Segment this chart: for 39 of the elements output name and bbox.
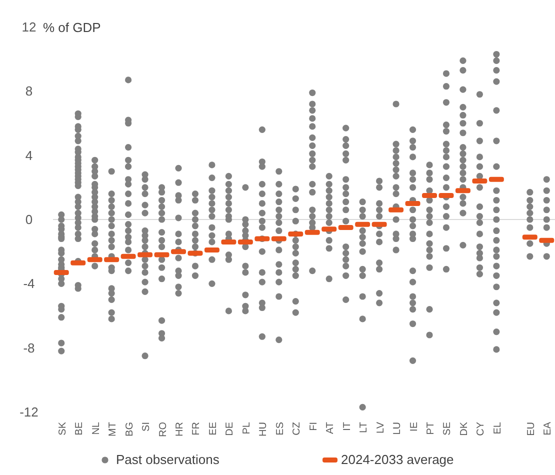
x-tick-label: EU	[526, 422, 537, 436]
x-tick-label: BE	[74, 422, 86, 436]
y-tick-label: 0	[25, 212, 33, 228]
y-tick-label: 4	[25, 148, 33, 163]
x-tick-label: FI	[308, 422, 320, 431]
y-tick-label: -8	[23, 340, 35, 356]
x-tick-label: SK	[57, 422, 68, 436]
x-tick-label: HU	[258, 422, 270, 436]
x-tick-label: RO	[158, 422, 169, 437]
x-tick-label: LV	[375, 422, 386, 434]
x-tick-label: AT	[325, 422, 336, 434]
x-tick-label: EL	[492, 422, 504, 434]
x-tick-label: FR	[191, 422, 202, 436]
legend-label: Past observations	[116, 452, 220, 467]
y-axis-title: % of GDP	[43, 20, 101, 35]
x-tick-label: IT	[342, 422, 353, 431]
x-tick-label: EA	[542, 422, 554, 436]
y-tick-label: -12	[20, 404, 38, 420]
y-tick-label: 12	[22, 20, 36, 35]
x-tick-label: EE	[208, 422, 219, 436]
legend-label: 2024-2033 average	[341, 452, 454, 467]
x-tick-label: CY	[476, 422, 487, 436]
x-tick-label: SE	[442, 422, 454, 436]
y-tick-label: 8	[25, 84, 33, 99]
x-tick-label: MT	[108, 422, 119, 436]
x-tick-label: LT	[358, 422, 370, 433]
x-tick-label: IE	[408, 422, 420, 432]
x-tick-label: HR	[174, 422, 186, 436]
x-tick-label: BG	[124, 422, 136, 436]
x-tick-label: ES	[274, 422, 286, 436]
y-tick-label: -4	[23, 276, 35, 292]
x-tick-label: NL	[90, 422, 102, 435]
x-tick-label: PL	[241, 422, 252, 434]
x-tick-label: LU	[392, 422, 404, 435]
x-tick-label: SI	[141, 422, 152, 432]
x-tick-label: PT	[426, 422, 436, 435]
x-tick-label: CZ	[292, 422, 303, 436]
x-tick-label: DK	[458, 422, 470, 436]
x-tick-label: DE	[224, 422, 236, 436]
